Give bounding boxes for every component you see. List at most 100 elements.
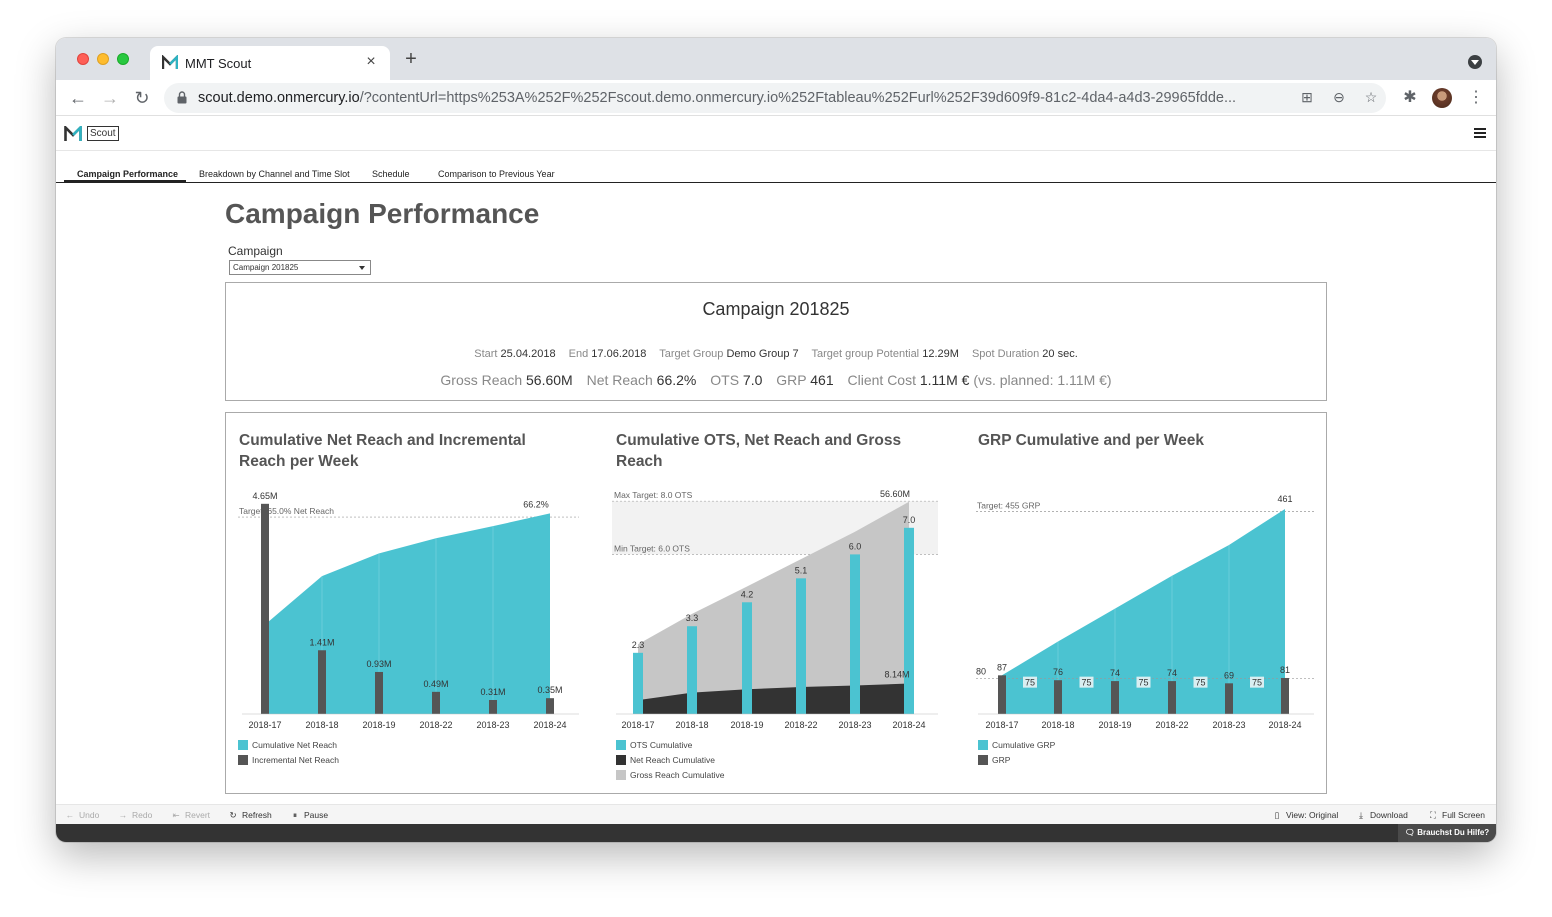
tab-campaign-performance[interactable]: Campaign Performance [77,169,179,179]
tab-comparison-previous-year[interactable]: Comparison to Previous Year [438,169,555,179]
browser-menu-icon[interactable]: ⋮ [1468,89,1484,106]
ots-bar [687,626,697,714]
legend-swatch [616,755,626,765]
grp-bar [998,675,1006,714]
avg-marker-label: 75 [1081,678,1091,688]
back-icon[interactable]: ← [69,88,87,108]
legend-item[interactable]: Net Reach Cumulative [616,754,724,769]
lock-icon [177,91,187,104]
ots-chart[interactable]: Max Target: 8.0 OTS Min Target: 6.0 OTS 2.… [612,485,942,735]
ots-bar [904,527,914,714]
target-line-label: Target: 455 GRP [977,501,1041,511]
hamburger-menu-icon[interactable] [1474,128,1486,138]
grp-bar [1168,681,1176,714]
tab-breakdown-by-channel[interactable]: Breakdown by Channel and Time Slot [199,169,350,179]
incremental-reach-bar [261,503,269,714]
mercury-logo-icon[interactable] [64,126,82,142]
x-tick-label: 2018-18 [305,720,338,730]
revert-button[interactable]: ⇤ Revert [170,810,210,821]
gross-reach-area [638,501,909,714]
grp-chart[interactable]: Target: 455 GRP 80 87 76 74 74 69 81 75 75 75 75 75 4… [974,465,1319,735]
potential-value: 12.29M [922,348,959,360]
grp-bar [1281,677,1289,714]
pause-button[interactable]: ⏸ Pause [289,810,328,821]
bar-value-label: 69 [1224,670,1234,680]
legend-item[interactable]: GRP [978,754,1055,769]
spot-duration-label: Spot Duration [971,348,1040,360]
view-label: View: Original [1286,810,1339,820]
logo-scout-label[interactable]: Scout [87,126,119,141]
legend-item[interactable]: Incremental Net Reach [238,754,339,769]
x-tick-label: 2018-23 [476,720,509,730]
planned-cost-text: (vs. planned: 1.11M €) [973,372,1112,388]
grp-legend: Cumulative GRP GRP [978,739,1055,769]
incremental-reach-bar [375,671,383,714]
target-line-label: Target: 65.0% Net Reach [239,506,334,516]
extensions-icon[interactable]: ✱ [1403,89,1417,106]
refresh-button[interactable]: ↻ Refresh [227,810,271,821]
end-value-label: 66.2% [523,499,549,509]
bar-value-label: 7.0 [903,515,916,525]
new-tab-icon[interactable]: + [405,48,417,70]
bar-value-label: 0.35M [537,685,562,695]
x-tick-label: 2018-24 [533,720,566,730]
start-value: 25.04.2018 [500,348,556,360]
full-screen-button[interactable]: ⛶ Full Screen [1427,810,1485,821]
legend-label: Incremental Net Reach [252,755,339,765]
bar-value-label: 6.0 [849,541,862,551]
minimize-window-button[interactable] [97,53,109,65]
cumulative-net-reach-area [265,513,550,714]
grp-value: 461 [810,372,834,388]
undo-button[interactable]: ← Undo [64,810,100,820]
maximize-window-button[interactable] [117,53,129,65]
redo-label: Redo [132,810,153,820]
legend-item[interactable]: Gross Reach Cumulative [616,769,724,784]
profile-avatar[interactable] [1432,88,1452,108]
help-button[interactable]: 🗨 Brauchst Du Hilfe? [1398,824,1496,842]
zoom-icon[interactable]: ⊖ [1333,89,1345,105]
legend-item[interactable]: Cumulative Net Reach [238,739,339,754]
legend-swatch [238,755,248,765]
summary-details: Start 25.04.2018 End 17.06.2018 Target G… [226,348,1326,360]
incremental-reach-bar [546,698,554,714]
gross-reach-end-label: 56.60M [880,489,910,499]
view-original-button[interactable]: ▯ View: Original [1271,810,1339,821]
x-tick-label: 2018-24 [1268,720,1301,730]
x-tick-label: 2018-17 [985,720,1018,730]
browser-toolbar: ← → ↻ scout.demo.onmercury.io/?contentUr… [56,80,1496,116]
redo-button[interactable]: → Redo [117,810,153,820]
download-button[interactable]: ⤓ Download [1355,810,1408,821]
legend-label: OTS Cumulative [630,740,693,750]
avg-marker-label: 75 [1252,678,1262,688]
x-tick-label: 2018-22 [1155,720,1188,730]
end-label: End [568,348,589,360]
grp-bar [1111,681,1119,714]
forward-icon[interactable]: → [101,88,119,108]
full-screen-label: Full Screen [1442,810,1485,820]
x-tick-label: 2018-19 [730,720,763,730]
end-value-label: 461 [1277,494,1292,504]
footer-bar: 🗨 Brauchst Du Hilfe? [56,824,1496,842]
page-title: Campaign Performance [225,198,540,229]
net-reach-chart[interactable]: Target: 65.0% Net Reach 4.65M 1.41M 0.93M 0.… [234,485,584,735]
campaign-select[interactable]: Campaign 201825 [229,260,371,275]
legend-item[interactable]: OTS Cumulative [616,739,724,754]
net-reach-end-label: 8.14M [884,669,909,679]
chart-title-ots: Cumulative OTS, Net Reach and Gross Reac… [616,432,902,470]
avg-marker-box [1193,676,1208,688]
avg-marker-box [1079,676,1094,688]
browser-tab[interactable]: MMT Scout × [150,46,390,80]
tab-strip: MMT Scout × + [56,38,1496,80]
bar-value-label: 3.3 [686,613,699,623]
tab-schedule[interactable]: Schedule [372,169,410,179]
close-tab-icon[interactable]: × [366,53,376,70]
legend-item[interactable]: Cumulative GRP [978,739,1055,754]
reload-icon[interactable]: ↻ [134,88,150,108]
address-bar[interactable]: scout.demo.onmercury.io/?contentUrl=http… [164,83,1386,113]
bookmark-star-icon[interactable]: ☆ [1364,89,1378,105]
close-window-button[interactable] [77,53,89,65]
chevron-down-icon [359,266,365,270]
viz-toolbar: ← Undo → Redo ⇤ Revert ↻ Refresh ⏸ Pause ▯ Vie… [56,804,1496,824]
translate-icon[interactable]: ⊞ [1301,89,1313,105]
tab-search-icon[interactable] [1468,55,1482,69]
